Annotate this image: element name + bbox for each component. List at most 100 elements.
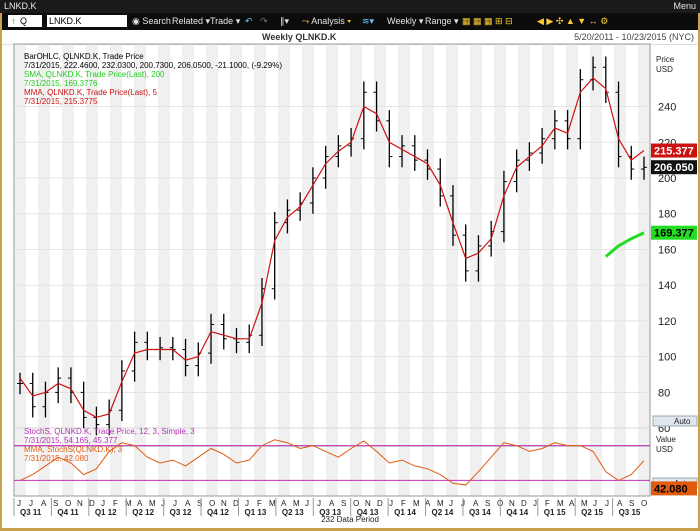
month-label: J xyxy=(17,499,21,508)
month-stripe xyxy=(206,44,218,496)
mma-value-tag: 215.377 xyxy=(654,146,694,158)
symbol-input[interactable]: LNKD.K xyxy=(47,15,127,27)
quarter-label: Q2 13 xyxy=(282,508,304,517)
month-label: A xyxy=(473,499,479,508)
chart-panel: Weekly QLNKD.K 5/20/2011 - 10/23/2015 (N… xyxy=(2,30,698,528)
price-tick-label: 80 xyxy=(658,387,670,399)
month-label: S xyxy=(53,499,58,508)
month-label: F xyxy=(113,499,118,508)
stoch-k-line xyxy=(19,439,645,486)
search-button[interactable]: ◉ Search xyxy=(132,16,171,26)
auto-button-top xyxy=(652,415,698,427)
month-label: O xyxy=(353,499,359,508)
month-label: A xyxy=(329,499,335,508)
chart-title: Weekly QLNKD.K xyxy=(262,32,337,42)
bar-type-icon[interactable]: ∥▾ xyxy=(280,16,290,26)
month-label: A xyxy=(617,499,623,508)
quarter-label: Q2 12 xyxy=(132,508,154,517)
quarter-label: Q3 11 xyxy=(20,508,42,517)
mma-legend-value: 7/31/2015, 215.3775 xyxy=(24,97,98,106)
mma-line xyxy=(19,77,645,419)
quarter-label: Q4 13 xyxy=(357,508,379,517)
month-label: J xyxy=(305,499,309,508)
month-label: A xyxy=(185,499,191,508)
chart-icon[interactable]: ▦ ▦ ▦ ⊞ ⊟ xyxy=(462,16,513,26)
month-label: M xyxy=(557,499,564,508)
quarter-label: Q4 12 xyxy=(207,508,229,517)
month-label: M xyxy=(437,499,444,508)
month-label: J xyxy=(449,499,453,508)
menu-button[interactable]: Menu xyxy=(673,1,696,11)
toolbar: ↑ Q LNKD.K ◉ Search Related ▾ Trade ▾ ↶ ↷… xyxy=(2,13,698,30)
month-label: D xyxy=(233,499,239,508)
stoch-value-tag-bg xyxy=(651,481,697,496)
bar-legend-values: 7/31/2015, 222.4600, 232.0300, 200.7300,… xyxy=(24,61,282,70)
month-label: F xyxy=(401,499,406,508)
price-tick-label: 200 xyxy=(658,173,676,185)
analysis-button[interactable]: ⤳ Analysis ▾ xyxy=(302,16,352,26)
month-stripe xyxy=(566,44,578,496)
month-label: O xyxy=(65,499,71,508)
price-tick-label: 120 xyxy=(658,316,676,328)
month-stripe xyxy=(182,44,194,496)
month-label: A xyxy=(41,499,47,508)
month-label: N xyxy=(509,499,515,508)
month-stripe xyxy=(158,44,170,496)
stoch-mma-legend-title: MMA, StochS(QLNKD.K), 3 xyxy=(24,445,123,454)
weekly-dropdown[interactable]: Weekly ▾ xyxy=(387,16,424,26)
month-stripe xyxy=(326,44,338,496)
stoch-legend-value: 7/31/2015, 54.165, 45.377 xyxy=(24,436,118,445)
month-label: J xyxy=(245,499,249,508)
month-label: M xyxy=(269,499,276,508)
price-axis-unit: USD xyxy=(656,65,673,74)
price-tick-label: 140 xyxy=(658,280,676,292)
quarter-label: Q1 14 xyxy=(394,508,416,517)
stoch-value-tag: 42.080 xyxy=(654,483,688,495)
month-stripe xyxy=(614,44,626,496)
sma-legend-value: 7/31/2015, 169.3776 xyxy=(24,79,98,88)
month-stripe xyxy=(38,44,50,496)
month-label: J xyxy=(29,499,33,508)
month-label: J xyxy=(389,499,393,508)
month-label: J xyxy=(533,499,537,508)
quarter-label: Q1 15 xyxy=(544,508,566,517)
month-stripe xyxy=(590,44,602,496)
undo-icon[interactable]: ↶ xyxy=(245,16,253,26)
month-label: J xyxy=(161,499,165,508)
month-stripe xyxy=(230,44,242,496)
up-arrow-icon: ↑ xyxy=(11,16,16,26)
month-label: D xyxy=(521,499,527,508)
trade-dropdown[interactable]: Trade ▾ xyxy=(210,16,241,26)
month-stripe xyxy=(374,44,386,496)
month-label: O xyxy=(209,499,215,508)
month-stripe xyxy=(422,44,434,496)
navigation-icons[interactable]: ◀ ▶ ✣ ▲ ▼ ↔ ⚙ xyxy=(537,16,609,26)
quarter-label: Q4 14 xyxy=(506,508,528,517)
quarter-label: Q2 14 xyxy=(432,508,454,517)
month-stripe xyxy=(110,44,122,496)
price-tick-label: 100 xyxy=(658,352,676,364)
sma-legend-title: SMA, QLNKD.K, Trade Price(Last), 200 xyxy=(24,70,165,79)
redo-icon[interactable]: ↷ xyxy=(260,16,268,26)
sma-line xyxy=(604,231,645,258)
month-label: O xyxy=(641,499,647,508)
month-label: A xyxy=(569,499,575,508)
month-label: M xyxy=(149,499,156,508)
mma-value-tag-bg xyxy=(651,143,697,158)
date-range: 5/20/2011 - 10/23/2015 (NYC) xyxy=(574,32,694,42)
quote-selector[interactable]: ↑ Q xyxy=(8,15,42,27)
price-chart[interactable]: 6080100120140160180200220240PriceUSDValu… xyxy=(2,30,698,528)
mma-legend-title: MMA, QLNKD.K, Trade Price(Last), 5 xyxy=(24,88,157,97)
related-dropdown[interactable]: Related ▾ xyxy=(172,16,211,26)
month-label: M xyxy=(293,499,300,508)
title-bar: LNKD.K Menu xyxy=(0,0,700,13)
auto-label-top: Auto xyxy=(674,417,691,426)
price-axis-label: Price xyxy=(656,55,675,64)
price-tick-label: 160 xyxy=(658,244,676,256)
range-dropdown[interactable]: Range ▾ xyxy=(425,16,459,26)
month-label: F xyxy=(257,499,262,508)
wave-icon[interactable]: ≋▾ xyxy=(362,16,375,26)
month-stripe xyxy=(542,44,554,496)
month-label: N xyxy=(365,499,371,508)
